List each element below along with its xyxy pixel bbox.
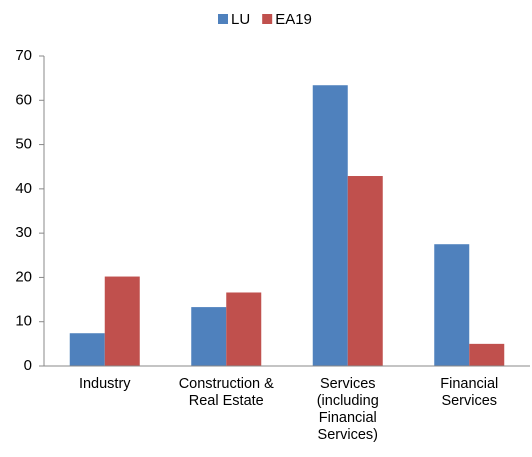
- legend-swatch: [262, 14, 273, 24]
- bar: [226, 292, 262, 366]
- legend-label: LU: [231, 11, 250, 28]
- x-tick-label: Services (including Financial Services): [316, 376, 379, 443]
- y-tick-label: 70: [15, 47, 32, 64]
- y-tick-label: 30: [15, 224, 32, 241]
- bar: [312, 85, 348, 366]
- y-tick-label: 40: [15, 180, 32, 197]
- bar: [69, 333, 105, 366]
- bar: [347, 176, 383, 366]
- x-tick-label: Industry: [78, 376, 131, 392]
- y-tick-label: 50: [15, 136, 32, 153]
- x-tick-label: Construction & Real Estate: [178, 376, 274, 409]
- bar: [434, 244, 470, 366]
- y-tick-label: 60: [15, 91, 32, 108]
- y-tick-label: 10: [15, 313, 32, 330]
- legend-label: EA19: [275, 11, 312, 28]
- legend-swatch: [218, 14, 228, 24]
- y-tick-label: 0: [24, 357, 32, 374]
- bar: [469, 343, 505, 366]
- bar: [104, 276, 140, 366]
- bar: [191, 307, 227, 366]
- y-tick-label: 20: [15, 268, 32, 285]
- x-tick-label: Financial Services: [440, 376, 499, 409]
